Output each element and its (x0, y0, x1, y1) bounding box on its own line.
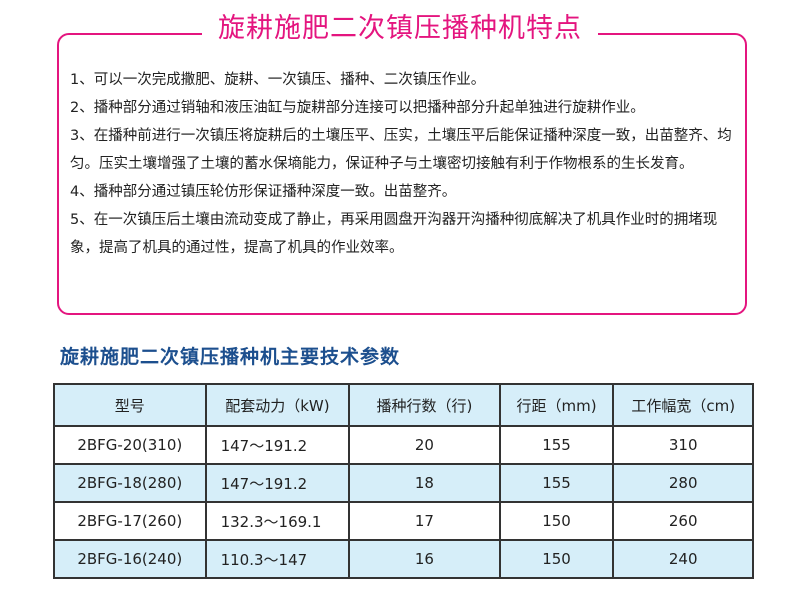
specs-table: 型号 配套动力（kW) 播种行数（行) 行距（mm) 工作幅宽（cm) 2BFG… (53, 383, 754, 579)
cell: 150 (498, 539, 615, 579)
cell: 110.3～147 (204, 539, 351, 579)
table-row: 2BFG-18(280) 147～191.2 18 155 280 (53, 463, 754, 503)
cell: 132.3～169.1 (204, 501, 351, 541)
feature-item: 1、可以一次完成撒肥、旋耕、一次镇压、播种、二次镇压作业。 (70, 72, 486, 88)
cell: 155 (498, 463, 615, 503)
table-header: 型号 配套动力（kW) 播种行数（行) 行距（mm) 工作幅宽（cm) (53, 383, 754, 427)
cell: 150 (498, 501, 615, 541)
cell: 280 (612, 463, 754, 503)
feature-item: 2、播种部分通过销轴和液压油缸与旋耕部分连接可以把播种部分升起单独进行旋耕作业。 (70, 100, 645, 116)
cell: 20 (348, 425, 501, 465)
features-title: 旋耕施肥二次镇压播种机特点 (202, 13, 598, 44)
cell: 2BFG-18(280) (53, 463, 207, 503)
cell: 2BFG-20(310) (53, 425, 207, 465)
header-cell: 工作幅宽（cm) (612, 383, 754, 427)
features-title-wrap: 旋耕施肥二次镇压播种机特点 (0, 6, 800, 45)
cell: 147～191.2 (204, 425, 351, 465)
cell: 16 (348, 539, 501, 579)
cell: 2BFG-16(240) (53, 539, 207, 579)
cell: 147～191.2 (204, 463, 351, 503)
header-cell: 播种行数（行) (348, 383, 501, 427)
table-row: 2BFG-20(310) 147～191.2 20 155 310 (53, 425, 754, 465)
cell: 240 (612, 539, 754, 579)
cell: 310 (612, 425, 754, 465)
cell: 17 (348, 501, 501, 541)
cell: 260 (612, 501, 754, 541)
feature-item: 3、在播种前进行一次镇压将旋耕后的土壤压平、压实，土壤压平后能保证播种深度一致，… (70, 128, 732, 172)
feature-item: 4、播种部分通过镇压轮仿形保证播种深度一致。出苗整齐。 (70, 184, 457, 200)
table-row: 2BFG-16(240) 110.3～147 16 150 240 (53, 539, 754, 579)
specs-title: 旋耕施肥二次镇压播种机主要技术参数 (60, 346, 401, 368)
cell: 2BFG-17(260) (53, 501, 207, 541)
cell: 155 (498, 425, 615, 465)
table-row: 2BFG-17(260) 132.3～169.1 17 150 260 (53, 501, 754, 541)
cell: 18 (348, 463, 501, 503)
header-cell: 行距（mm) (498, 383, 615, 427)
features-list: 1、可以一次完成撒肥、旋耕、一次镇压、播种、二次镇压作业。 2、播种部分通过销轴… (70, 66, 740, 262)
header-cell: 型号 (53, 383, 207, 427)
feature-item: 5、在一次镇压后土壤由流动变成了静止，再采用圆盘开沟器开沟播种彻底解决了机具作业… (70, 212, 718, 256)
header-cell: 配套动力（kW) (204, 383, 351, 427)
